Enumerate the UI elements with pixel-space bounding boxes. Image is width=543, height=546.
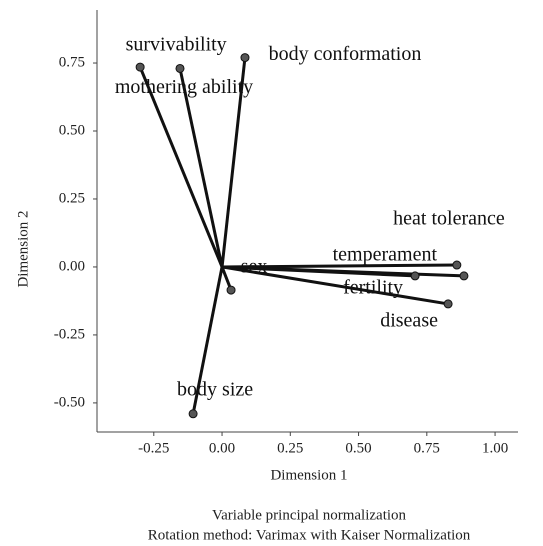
loading-point: [226, 285, 236, 295]
loading-vector: [221, 265, 449, 306]
y-tick-label: 0.50: [59, 122, 85, 138]
y-tick-label: 0.25: [59, 190, 85, 206]
point-label: sex: [241, 256, 268, 278]
x-axis-label: Dimension 1: [270, 467, 347, 483]
loading-point: [459, 271, 469, 281]
x-tick-label: 0.50: [345, 440, 371, 456]
x-tick-label: 1.00: [482, 440, 508, 456]
loading-vector: [222, 263, 457, 269]
point-label: heat tolerance: [393, 208, 505, 230]
point-label: body conformation: [269, 43, 422, 65]
point-label: mothering ability: [115, 76, 253, 98]
loading-point: [443, 299, 453, 309]
loading-vector: [178, 68, 224, 268]
y-tick-label: 0.00: [59, 258, 85, 274]
y-tick-label: -0.50: [54, 394, 85, 410]
point-label: body size: [177, 378, 253, 400]
note: Variable principal normalization: [212, 507, 407, 523]
point-label: survivability: [126, 34, 227, 56]
loading-point: [452, 260, 462, 270]
loading-vector: [191, 266, 224, 415]
point-label: temperament: [333, 244, 438, 266]
loading-vector: [138, 66, 224, 268]
y-axis-label: Dimension 2: [15, 210, 31, 287]
x-tick-label: 0.00: [209, 440, 235, 456]
y-tick-label: -0.25: [54, 326, 85, 342]
note: Rotation method: Varimax with Kaiser Nor…: [148, 527, 471, 543]
point-label: disease: [380, 310, 438, 332]
loading-vector: [220, 57, 247, 268]
y-tick-label: 0.75: [59, 54, 85, 70]
loading-point: [135, 62, 145, 72]
loading-vector: [221, 265, 416, 278]
x-tick-label: 0.75: [414, 440, 440, 456]
loading-point: [240, 53, 250, 63]
loading-point: [175, 63, 185, 73]
loading-point: [188, 409, 198, 419]
x-tick-label: 0.25: [277, 440, 303, 456]
x-tick-label: -0.25: [138, 440, 169, 456]
loading-point: [410, 271, 420, 281]
point-label: fertility: [343, 277, 403, 299]
